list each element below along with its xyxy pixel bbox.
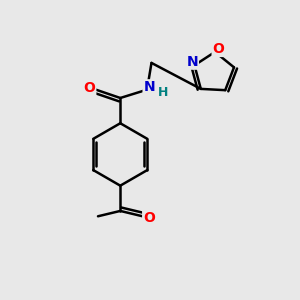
Text: O: O [143,211,155,225]
Text: O: O [83,81,95,95]
Text: O: O [213,42,224,56]
Text: N: N [144,80,155,94]
Text: N: N [186,55,198,69]
Text: H: H [158,86,169,99]
